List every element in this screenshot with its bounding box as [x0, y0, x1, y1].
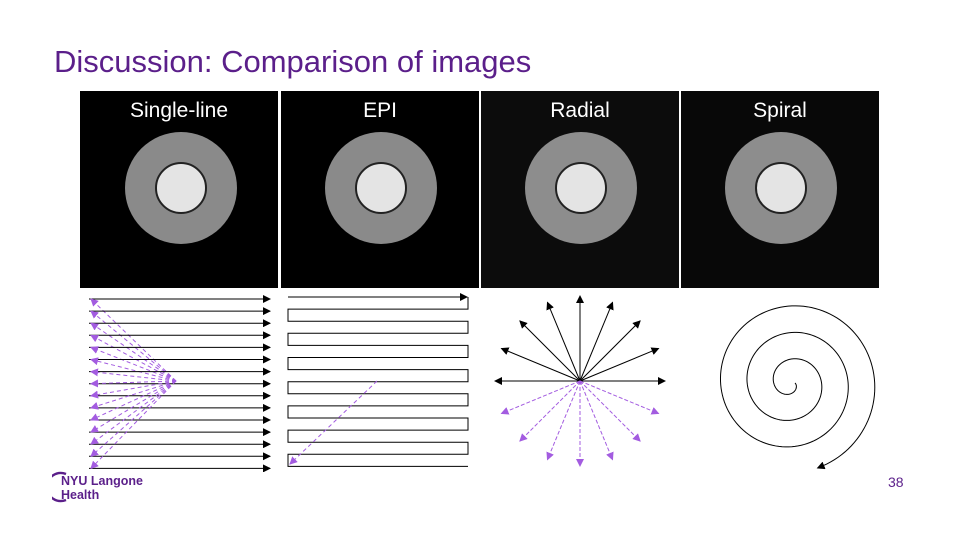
return-line: [90, 380, 177, 457]
radial-spoke: [579, 320, 641, 382]
image-panel-spiral: Spiral: [681, 91, 879, 288]
return-line: [90, 380, 177, 445]
image-panel-single-line: Single-line: [80, 91, 278, 288]
return-line: [90, 380, 177, 433]
radial-spoke: [546, 301, 581, 382]
radial-spoke: [519, 320, 581, 382]
return-line: [90, 298, 177, 382]
nyu-langone-logo: NYU Langone Health: [45, 470, 162, 509]
radial-spoke: [579, 301, 614, 382]
logo-mark: NYU Langone Health: [45, 471, 143, 503]
radial-spoke: [579, 380, 641, 442]
radial-spoke: [519, 380, 581, 442]
panel-label-single-line: Single-line: [129, 99, 229, 122]
return-line: [90, 346, 177, 382]
return-line: [90, 380, 177, 421]
single-line-trajectory-diagram: [89, 295, 271, 472]
image-panel-radial: Radial: [481, 91, 679, 288]
panel-label-spiral: Spiral: [753, 99, 807, 122]
logo-line-1: NYU Langone: [61, 474, 143, 488]
radial-spoke: [500, 380, 581, 415]
spiral-trajectory-diagram: [719, 305, 876, 470]
return-line: [90, 380, 177, 470]
radial-spoke: [500, 347, 581, 382]
slide-title: Discussion: Comparison of images: [54, 44, 532, 79]
logo-line-2: Health: [61, 488, 99, 502]
page-number: 38: [888, 474, 904, 490]
phantom-image-spiral: [725, 132, 837, 244]
radial-spoke: [579, 347, 660, 382]
radial-spoke: [579, 380, 660, 415]
phantom-image-single-line: [125, 132, 237, 244]
panel-label-epi: EPI: [363, 99, 397, 122]
phantom-image-epi: [325, 132, 437, 244]
return-line: [90, 368, 177, 382]
epi-trajectory-diagram: [287, 293, 469, 467]
return-line: [90, 334, 177, 382]
phantom-image-radial: [525, 132, 637, 244]
radial-trajectory-diagram: [494, 295, 666, 467]
panel-label-radial: Radial: [550, 99, 610, 122]
radial-spoke: [546, 380, 581, 461]
return-line: [90, 379, 177, 388]
image-panel-epi: EPI: [281, 91, 479, 288]
radial-spoke: [579, 380, 614, 461]
return-line: [90, 357, 177, 382]
return-line: [90, 380, 177, 410]
return-line: [90, 380, 177, 399]
